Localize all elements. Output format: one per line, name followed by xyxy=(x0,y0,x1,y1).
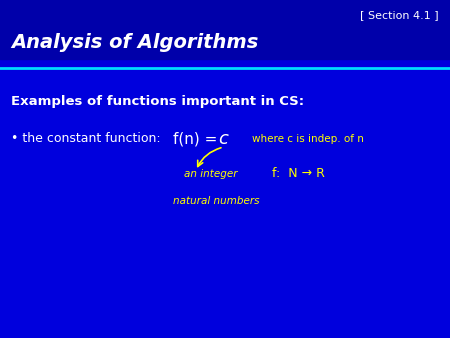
Text: natural numbers: natural numbers xyxy=(173,196,260,206)
Text: f(n) =: f(n) = xyxy=(173,131,222,146)
Bar xyxy=(0,0,450,59)
Text: c: c xyxy=(218,129,228,148)
Text: f:  N → R: f: N → R xyxy=(272,167,325,180)
Text: [ Section 4.1 ]: [ Section 4.1 ] xyxy=(360,10,439,20)
Text: an integer: an integer xyxy=(184,169,238,179)
Text: where c is indep. of n: where c is indep. of n xyxy=(252,134,364,144)
Text: Examples of functions important in CS:: Examples of functions important in CS: xyxy=(11,95,304,108)
Text: • the constant function:: • the constant function: xyxy=(11,132,161,145)
Text: Analysis of Algorithms: Analysis of Algorithms xyxy=(11,33,259,52)
